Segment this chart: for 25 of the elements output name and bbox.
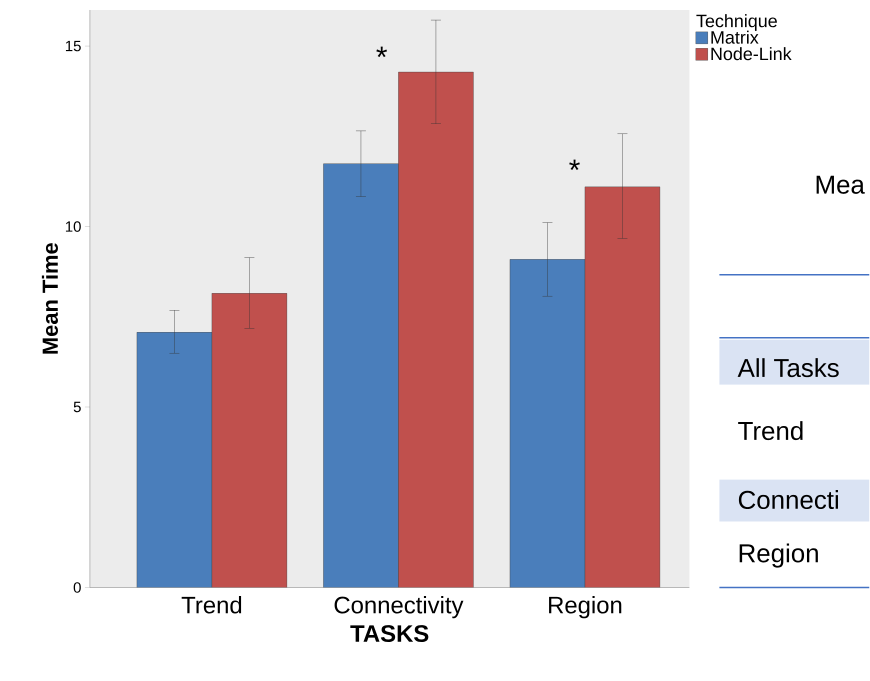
legend-title: Technique: [696, 14, 777, 31]
y-tick-label: 15: [66, 40, 81, 52]
legend-label: Matrix: [711, 30, 759, 44]
text: Mea: [816, 176, 865, 194]
bar: [136, 332, 212, 588]
text: Connecti: [738, 490, 838, 509]
x-tick-label: Region: [549, 596, 622, 618]
bar: [323, 163, 399, 588]
y-tick-label: 10: [66, 221, 81, 232]
legend-label: Node-Link: [711, 46, 792, 60]
text: Region: [740, 543, 818, 568]
y-tick-label: 0: [74, 582, 81, 593]
y-axis-title: Mean Time: [42, 242, 58, 354]
annotation: *: [569, 159, 580, 170]
bar: [510, 258, 586, 588]
bar: [584, 186, 660, 588]
x-axis-title: TASKS: [350, 624, 428, 642]
y-tick-label: 5: [74, 402, 81, 412]
bar: [212, 292, 288, 588]
text: Trend: [738, 420, 803, 440]
x-tick-label: Connectivity: [334, 596, 464, 618]
bar: [398, 72, 474, 588]
x-tick-label: Trend: [182, 596, 242, 614]
annotation: *: [376, 46, 388, 57]
text: All Tasks: [738, 358, 839, 377]
